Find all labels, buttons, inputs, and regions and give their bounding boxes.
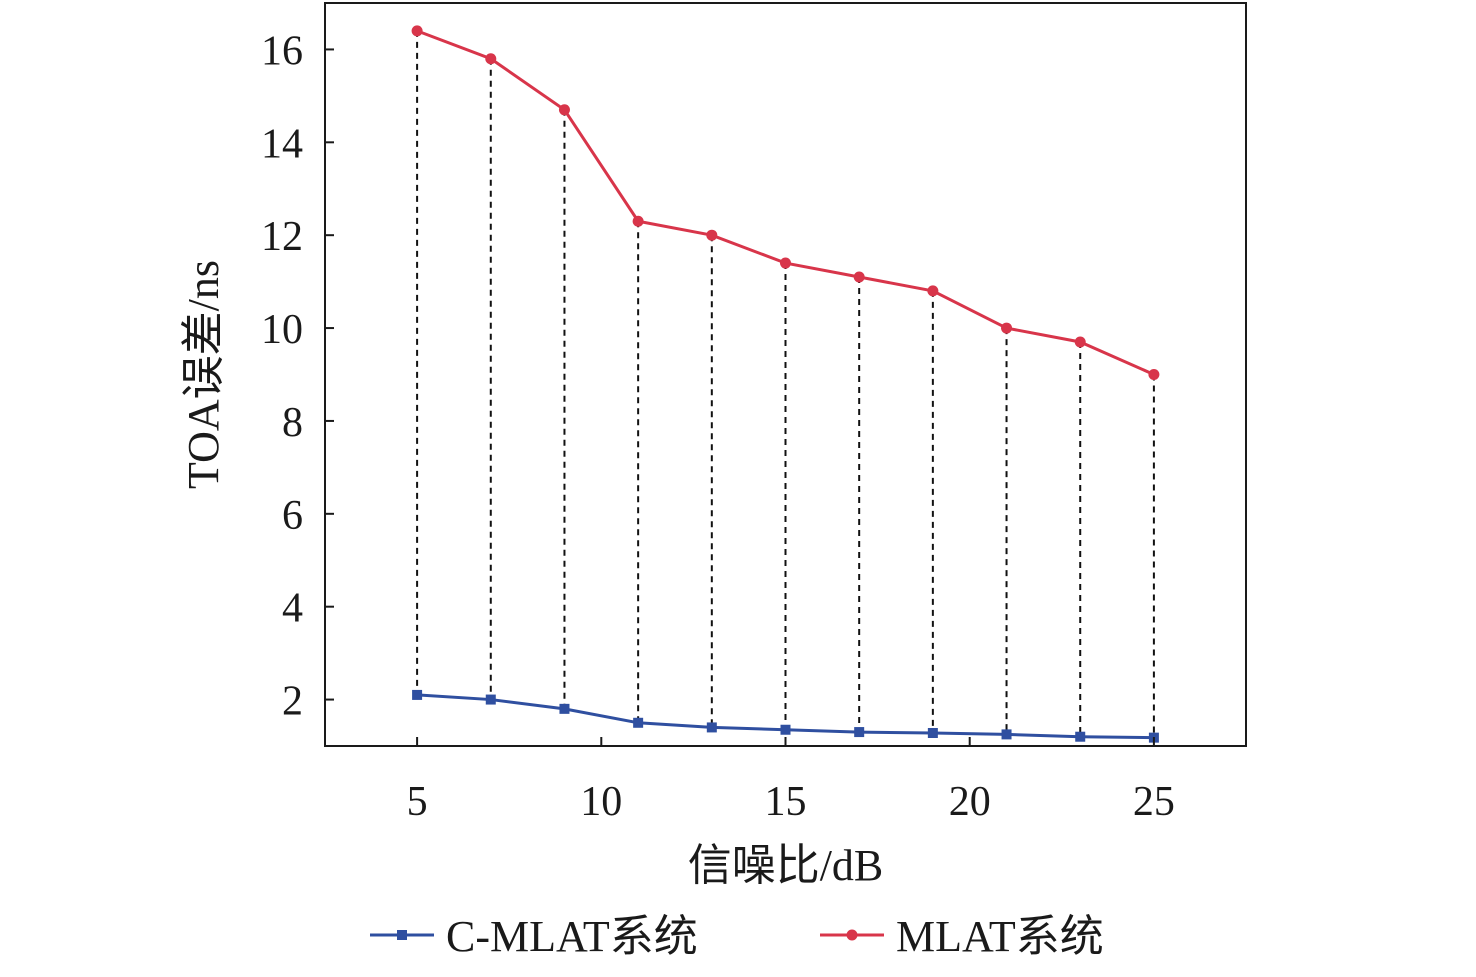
y-tick-label: 12 <box>261 214 303 260</box>
x-tick-label: 10 <box>580 779 622 825</box>
legend-marker <box>846 929 858 941</box>
data-point <box>1001 322 1013 334</box>
y-axis: 2 4 6 8 10 12 14 16 <box>261 28 334 725</box>
y-tick-label: 6 <box>282 493 303 539</box>
x-tick-label: 15 <box>765 779 807 825</box>
data-point <box>411 25 423 37</box>
x-tick-label: 25 <box>1133 779 1175 825</box>
legend-label: C-MLAT系统 <box>446 912 698 961</box>
x-tick-label: 20 <box>949 779 991 825</box>
data-point <box>854 727 865 738</box>
y-tick-label: 10 <box>261 307 303 353</box>
legend-marker <box>397 930 407 940</box>
data-point <box>558 104 570 116</box>
data-point <box>706 229 718 241</box>
drop-lines <box>416 30 1155 738</box>
data-point <box>780 257 791 269</box>
data-point <box>485 53 497 65</box>
series-layer <box>411 25 1160 743</box>
x-axis-label: 信噪比/dB <box>688 841 884 890</box>
data-point <box>485 694 496 705</box>
y-axis-label: TOA误差/ns <box>179 260 228 489</box>
data-point <box>559 703 570 714</box>
y-tick-label: 16 <box>261 28 303 74</box>
data-point <box>412 689 423 700</box>
data-point <box>853 271 865 283</box>
data-point <box>1001 729 1012 740</box>
y-tick-label: 8 <box>282 400 303 446</box>
data-point <box>780 724 791 735</box>
data-point <box>632 215 644 227</box>
y-tick-label: 4 <box>282 586 303 632</box>
data-point <box>927 285 939 297</box>
x-axis: 5 10 15 20 25 <box>407 737 1175 825</box>
data-point <box>1148 369 1160 380</box>
data-point <box>1074 336 1086 348</box>
legend-label: MLAT系统 <box>896 912 1104 961</box>
data-point <box>927 727 938 738</box>
legend: C-MLAT系统 MLAT系统 <box>370 912 1104 961</box>
data-point <box>633 717 644 728</box>
y-tick-label: 14 <box>261 121 303 167</box>
data-point <box>1075 731 1086 742</box>
data-point <box>706 722 717 733</box>
x-tick-label: 5 <box>407 779 428 825</box>
y-tick-label: 2 <box>282 679 303 725</box>
